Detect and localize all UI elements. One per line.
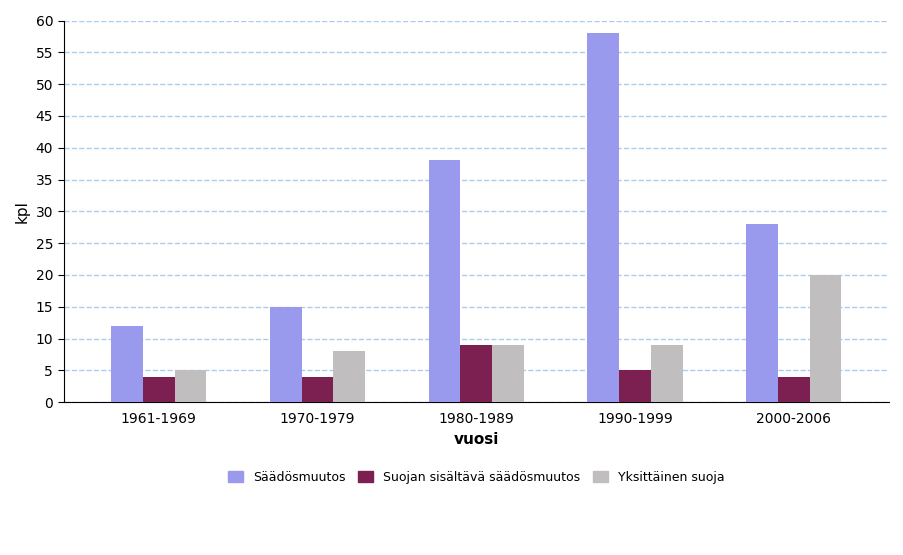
Bar (143, 377, 174, 402)
Bar (428, 160, 460, 402)
Y-axis label: kpl: kpl (15, 200, 30, 223)
Bar (460, 345, 491, 402)
Bar (302, 377, 333, 402)
Bar (745, 224, 777, 402)
Legend: Säädösmuutos, Suojan sisältävä säädösmuutos, Yksittäinen suoja: Säädösmuutos, Suojan sisältävä säädösmuu… (223, 466, 729, 489)
Bar (650, 345, 682, 402)
Bar (491, 345, 524, 402)
Bar (174, 370, 206, 402)
Bar (587, 33, 619, 402)
Bar (777, 377, 809, 402)
X-axis label: vuosi: vuosi (453, 432, 498, 447)
Bar (333, 351, 365, 402)
Bar (270, 307, 302, 402)
Bar (809, 275, 841, 402)
Bar (111, 326, 143, 402)
Bar (619, 370, 650, 402)
